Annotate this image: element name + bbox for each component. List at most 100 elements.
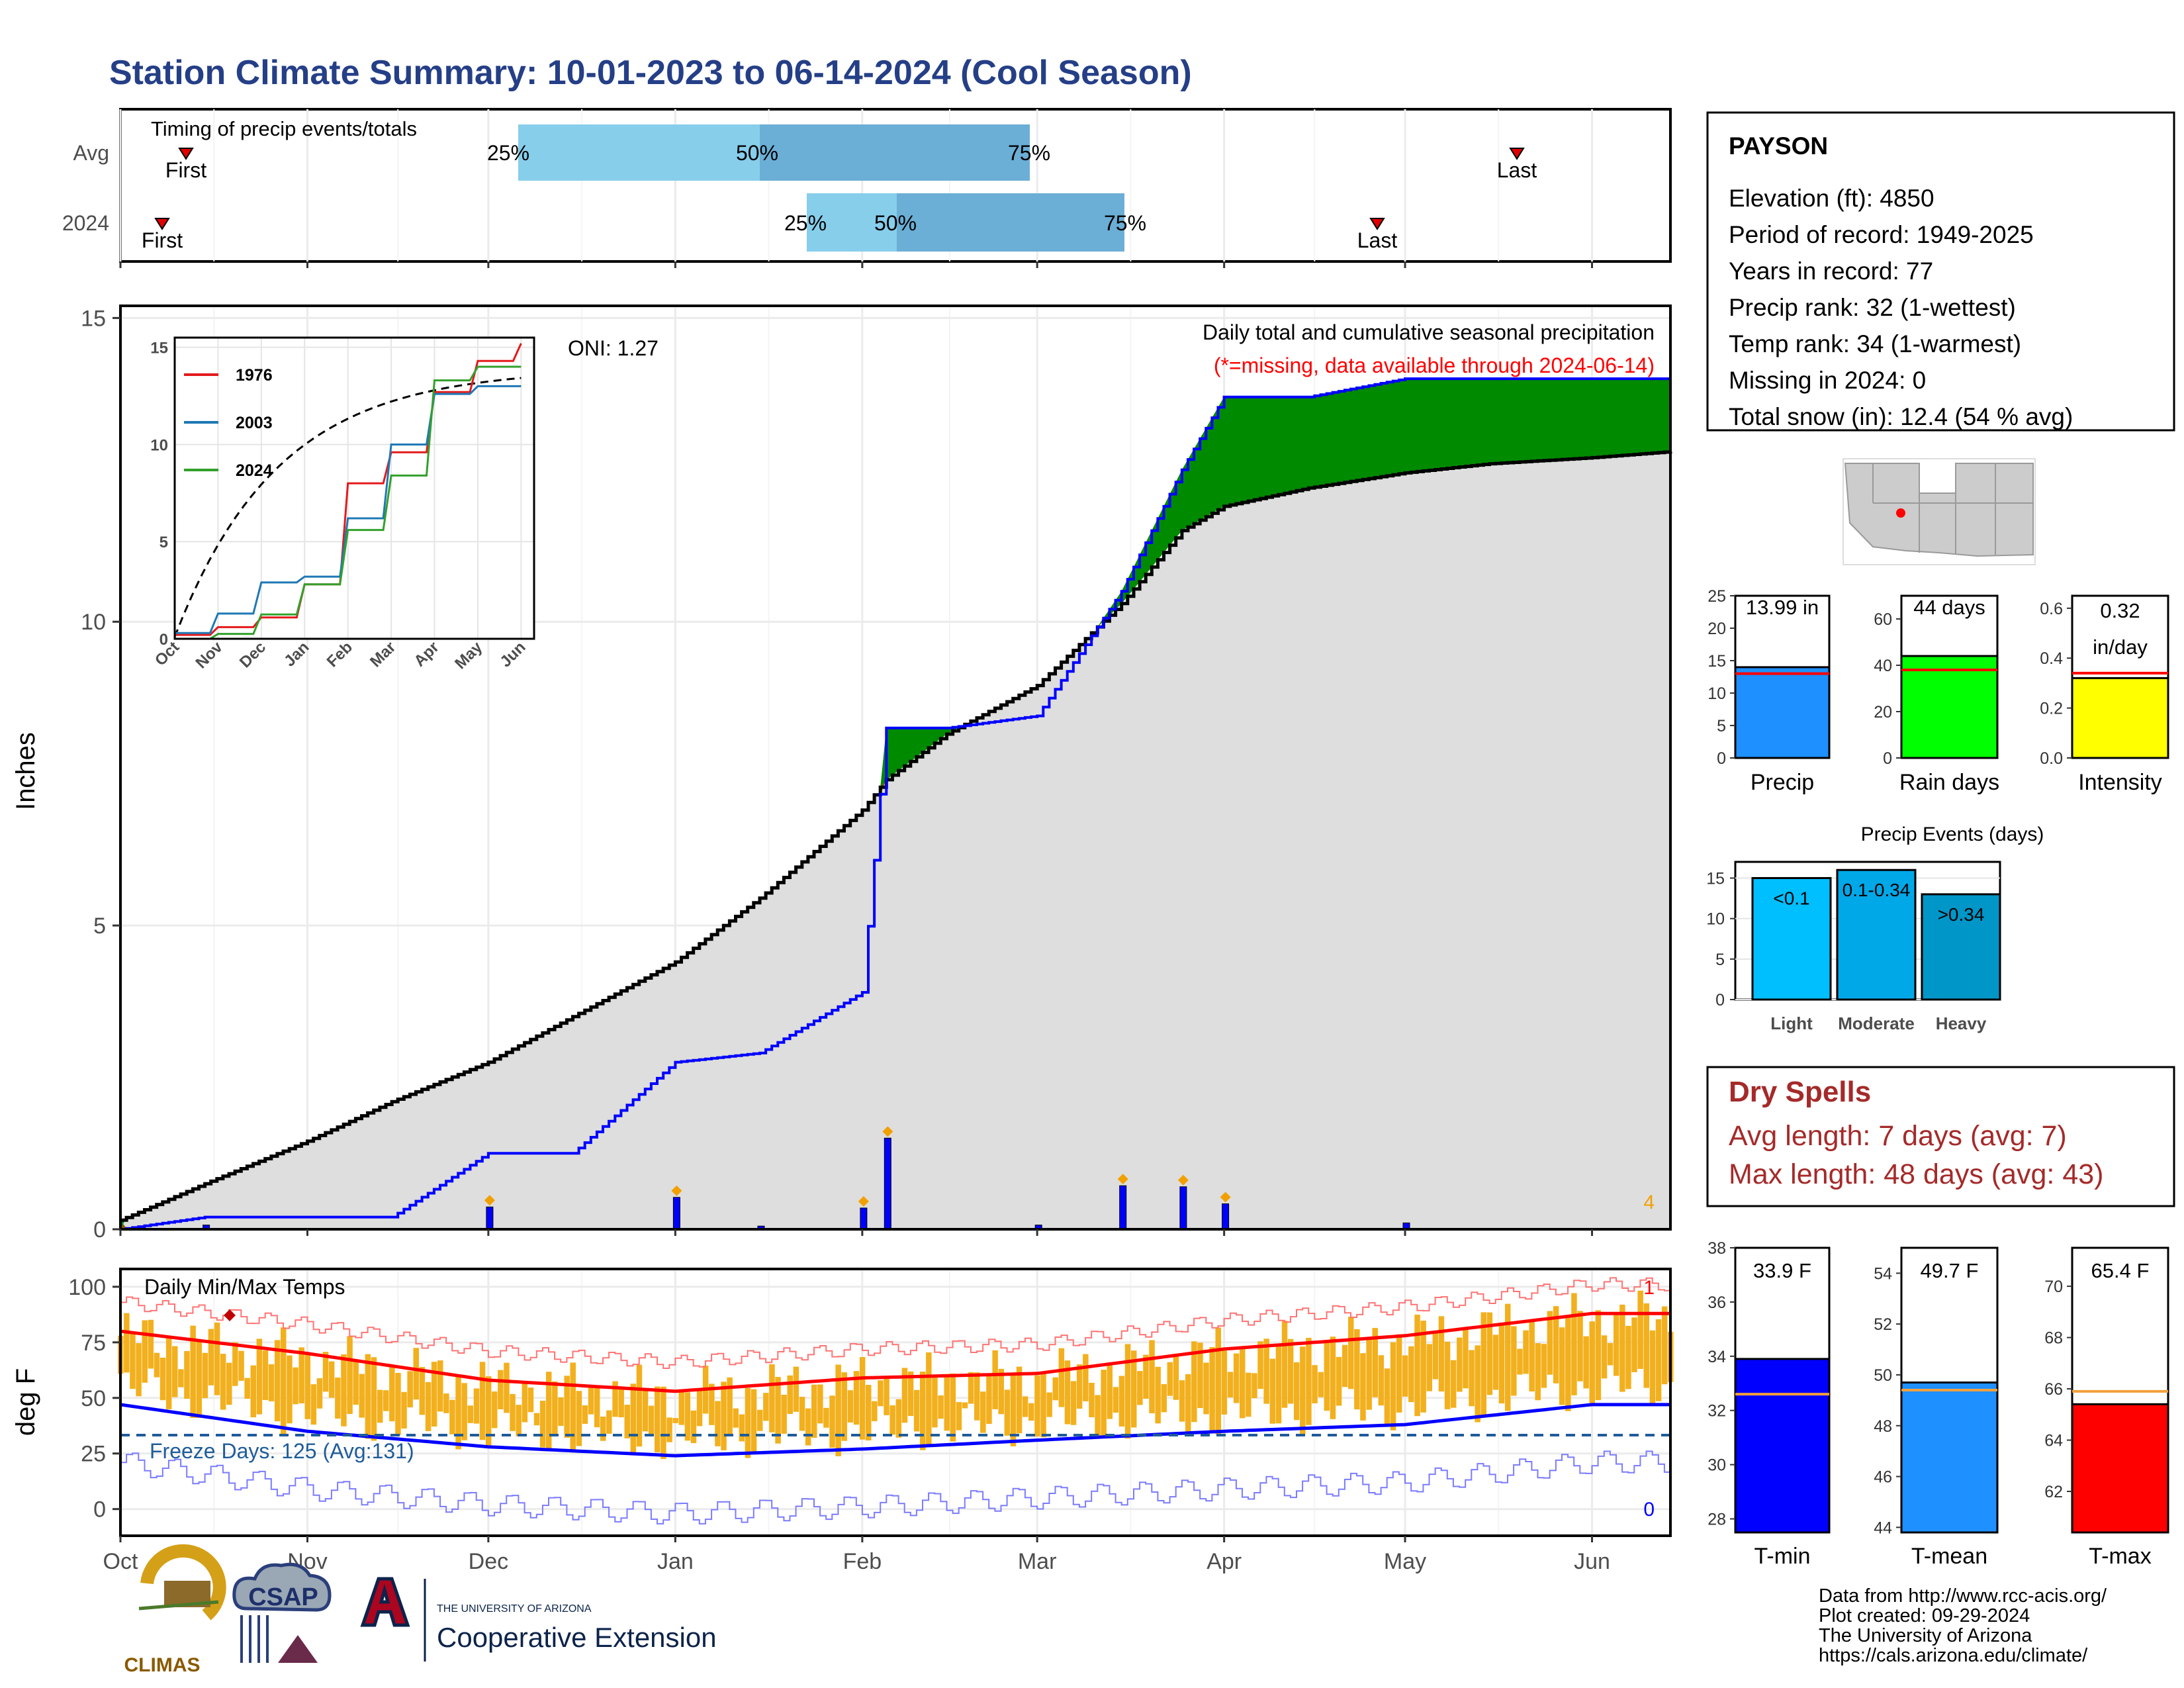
inset-legend-label-1976: 1976: [236, 366, 273, 385]
station-info-box: PAYSON Elevation (ft): 4850 Period of rec…: [1706, 111, 2175, 432]
avg-p75-label: 75%: [1008, 141, 1050, 165]
temp-chart-t-max: 62 64 66 68 70 65.4 F T-max: [2044, 1246, 2169, 1569]
daily-temp-bar: [479, 1362, 486, 1440]
daily-temp-bar: [739, 1414, 745, 1442]
y2024-p75-label: 75%: [1104, 211, 1146, 235]
daily-temp-bar: [1191, 1341, 1197, 1423]
daily-temp-bar: [1348, 1317, 1354, 1389]
daily-temp-bar: [878, 1380, 884, 1407]
daily-temp-bar: [407, 1371, 413, 1408]
daily-temp-bar: [1070, 1381, 1077, 1425]
climas-swirl-icon: [140, 1544, 226, 1620]
precip-diamond-count: 4: [1643, 1192, 1655, 1213]
dry-spells-title: Dry Spells: [1729, 1076, 1871, 1108]
station-info-line: Total snow (in): 12.4 (54 % avg): [1729, 403, 2073, 430]
daily-temp-bar: [473, 1388, 480, 1424]
page-title: Station Climate Summary: 10-01-2023 to 0…: [109, 54, 1192, 92]
daily-temp-bar: [184, 1351, 190, 1399]
temp-chart-ytick-label: 34: [1707, 1348, 1726, 1366]
daily-temp-bar: [648, 1405, 655, 1434]
daily-temp-bar: [1034, 1375, 1040, 1437]
daily-temp-bar: [938, 1395, 944, 1419]
daily-temp-bar: [678, 1389, 684, 1425]
temp-chart-ytick-label: 28: [1707, 1511, 1726, 1529]
mini-chart-bar: [1900, 655, 1999, 759]
credits: Data from http://www.rcc-acis.org/ Plot …: [1819, 1585, 2107, 1666]
daily-temp-bar: [793, 1366, 799, 1412]
station-info-line: Temp rank: 34 (1-warmest): [1729, 330, 2021, 357]
temp-chart-ytick-label: 30: [1707, 1456, 1726, 1475]
y2024-first-marker-icon: [154, 218, 170, 230]
daily-temp-bar: [1004, 1389, 1011, 1436]
temp-chart-bar: [1900, 1381, 1999, 1534]
daily-temp-bar: [214, 1322, 220, 1395]
avg-first-marker-icon: [178, 148, 194, 160]
events-bar-label: <0.1: [1773, 888, 1809, 908]
precip-y-axis-title: Inches: [11, 732, 40, 810]
daily-temp-bar: [1342, 1344, 1348, 1387]
daily-temp-bar: [461, 1383, 467, 1440]
mini-chart-label: Rain days: [1899, 770, 1999, 795]
daily-temp-bar: [582, 1405, 588, 1424]
location-map: [1843, 458, 2036, 565]
temps-ytick-label: 50: [81, 1386, 106, 1411]
daily-temp-bar: [1354, 1329, 1360, 1410]
mini-chart-intensity: 0.0 0.2 0.4 0.6 0.32 in/day Intensity: [2040, 594, 2169, 795]
daily-temp-bar: [866, 1385, 872, 1440]
daily-temp-bar: [1046, 1392, 1052, 1417]
y2024-p50-label: 50%: [874, 211, 917, 235]
events-title: Precip Events (days): [1861, 823, 2044, 845]
daily-temp-bar: [696, 1390, 703, 1427]
daily-temp-bar: [1402, 1355, 1408, 1397]
daily-temp-bar: [232, 1342, 238, 1386]
daily-temp-bar: [1137, 1371, 1143, 1405]
summary-bar-charts: 0 5 10 15 20 25 13.99 in Precip 0 20 40 60 44 days Ra…: [1707, 587, 2169, 795]
daily-temp-bar: [389, 1365, 395, 1422]
station-frame: [1706, 111, 2175, 432]
events-ytick-label: 15: [1706, 869, 1725, 888]
daily-temp-bar: [1366, 1339, 1372, 1410]
temp-chart-bar: [2071, 1403, 2169, 1534]
inset-frame: [173, 336, 535, 640]
y2024-first-label: First: [142, 228, 183, 252]
dry-spells-frame: [1706, 1066, 2175, 1207]
daily-temp-bar: [932, 1376, 938, 1428]
heavy-event-diamond-icon: [1117, 1174, 1128, 1185]
daily-temp-bar: [365, 1354, 371, 1439]
ua-block-a-icon: [360, 1577, 410, 1627]
daily-precip-bar: [1179, 1186, 1187, 1230]
daily-temp-bar: [165, 1336, 172, 1409]
inset-ytick-label: 15: [150, 340, 168, 357]
temp-chart-label: T-min: [1754, 1544, 1811, 1569]
daily-temp-bar: [1661, 1306, 1668, 1385]
daily-temp-bar: [1505, 1303, 1511, 1411]
daily-temp-bar: [516, 1405, 522, 1436]
daily-temp-bar: [1233, 1353, 1240, 1403]
daily-temp-bar: [1101, 1370, 1107, 1436]
daily-temp-bar: [1463, 1328, 1469, 1389]
daily-temp-bar: [124, 1313, 130, 1373]
inset-legend-label-2003: 2003: [236, 414, 273, 432]
daily-temp-bar: [721, 1382, 727, 1450]
csap-logo: CSAP: [232, 1562, 332, 1663]
temp-chart-t-min: 28 30 32 34 36 38 33.9 F T-min: [1707, 1239, 1831, 1569]
temp-chart-value: 65.4 F: [2091, 1259, 2150, 1282]
daily-temp-bar: [660, 1386, 666, 1460]
daily-temp-bar: [1251, 1373, 1257, 1399]
daily-temp-bar: [401, 1391, 407, 1429]
month-label: Mar: [1018, 1549, 1057, 1574]
daily-temp-bar: [1330, 1336, 1336, 1419]
climas-wave-icon: [138, 1600, 219, 1611]
y2024-quartile-bar-50-75: [897, 193, 1124, 252]
y2024-quartile-bar-25-50: [807, 193, 897, 252]
daily-temp-bar: [262, 1350, 269, 1400]
heavy-event-diamond-icon: [1220, 1192, 1231, 1203]
daily-temp-bar: [1396, 1334, 1402, 1413]
daily-temp-bar: [1408, 1346, 1414, 1403]
month-label: Apr: [1206, 1549, 1242, 1574]
daily-temp-bar: [1040, 1372, 1046, 1438]
daily-temp-bar: [1010, 1372, 1017, 1446]
mini-chart-bar: [2071, 677, 2169, 759]
daily-temp-bar: [1118, 1376, 1125, 1427]
events-category-label: Heavy: [1936, 1013, 1987, 1033]
